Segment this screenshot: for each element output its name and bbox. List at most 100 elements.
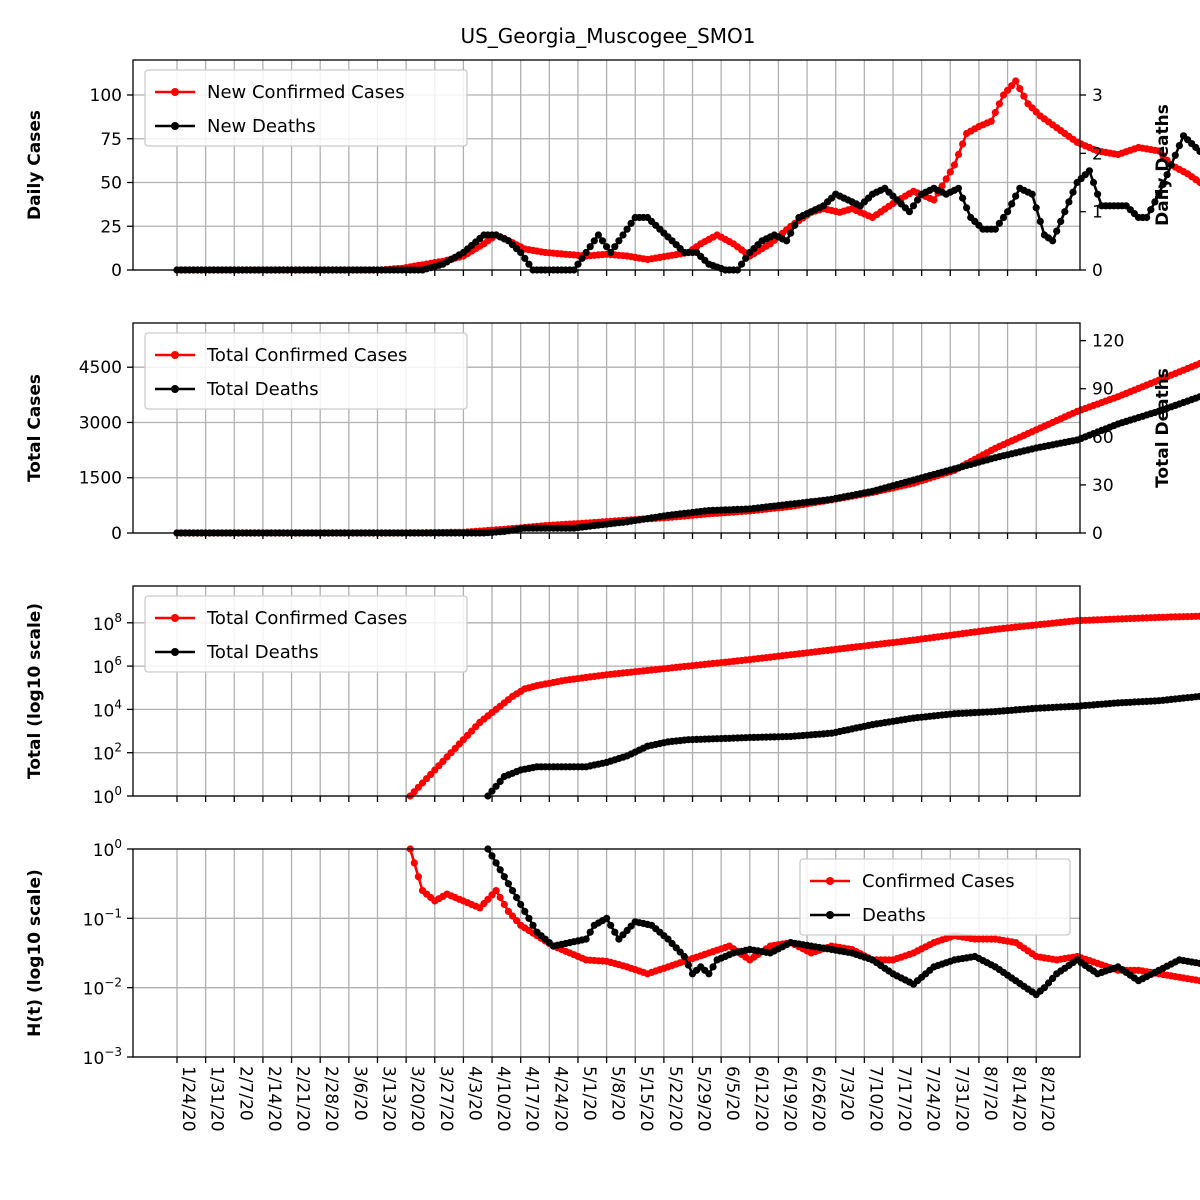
daily-series-deaths-point: [611, 243, 619, 251]
xtick-label: 7/31/20: [951, 1066, 971, 1132]
log-legend-frame: [144, 595, 468, 673]
daily-series-deaths-point: [607, 248, 615, 257]
hazard-series-deaths-point: [582, 935, 590, 943]
log-series-deaths-line: [486, 695, 1200, 797]
daily-series-deaths-point: [995, 219, 1004, 227]
xtick-label: 8/21/20: [1037, 1066, 1057, 1132]
daily-series-cases-point: [950, 161, 959, 169]
daily-series-cases-point: [1155, 147, 1163, 155]
xtick-label: 7/3/20: [837, 1066, 857, 1121]
ytick-label: 100: [93, 784, 122, 808]
xtick-label: 4/10/20: [493, 1066, 513, 1132]
xtick-label: 4/17/20: [522, 1066, 542, 1132]
total-ylabel: Total Cases: [25, 374, 45, 482]
hazard-series-cases-point: [410, 859, 418, 867]
ytick-label: 3000: [79, 413, 122, 433]
daily-series-cases-point: [930, 196, 938, 204]
xtick-label: 3/6/20: [350, 1066, 370, 1121]
hazard-series-cases-point: [513, 917, 521, 925]
daily-legend-label: New Confirmed Cases: [207, 82, 405, 103]
daily-series-deaths-point: [1143, 213, 1151, 222]
daily-series-deaths-point: [1163, 171, 1171, 179]
hazard-series-deaths-point: [517, 900, 525, 909]
total-legend-label: Total Confirmed Cases: [206, 345, 407, 366]
daily-series-cases-point: [1008, 82, 1016, 90]
ytick-label: 1500: [79, 469, 122, 489]
xtick-label: 3/13/20: [378, 1066, 398, 1132]
hazard-series-deaths-point: [525, 914, 533, 922]
daily-series-deaths-point: [623, 225, 631, 233]
ytick-label: 10−2: [83, 976, 122, 1000]
hazard-series-deaths-point: [607, 921, 615, 929]
xtick-label: 7/17/20: [894, 1066, 914, 1132]
daily-series-deaths-point: [1094, 190, 1102, 198]
log-series-deaths-point: [488, 787, 496, 795]
daily-series-cases-point: [942, 175, 950, 183]
daily-series-deaths-point: [525, 260, 533, 268]
hazard-series-deaths-point: [508, 887, 517, 895]
total-legend-label: Total Deaths: [206, 379, 319, 400]
ytick-label: 106: [93, 654, 122, 678]
daily-series-deaths-point: [615, 237, 623, 245]
hazard-series-deaths-point: [709, 963, 717, 971]
ytick-label: 102: [93, 741, 122, 765]
xtick-label: 5/15/20: [636, 1066, 656, 1132]
ytick-right-label: 0: [1092, 524, 1103, 544]
total-ylabel-right: Total Deaths: [1153, 368, 1173, 488]
xtick-label: 4/3/20: [464, 1066, 484, 1121]
hazard-series-deaths-point: [521, 907, 529, 916]
log-legend-marker: [171, 614, 179, 622]
daily-series-deaths-point: [578, 254, 586, 262]
xtick-label: 8/14/20: [1009, 1066, 1029, 1132]
daily-series-cases-point: [1196, 178, 1200, 187]
total-legend-marker: [171, 351, 179, 359]
hazard-series-cases-point: [504, 907, 512, 916]
daily-series-deaths-point: [954, 184, 963, 192]
ytick-label: 10−1: [83, 906, 122, 930]
daily-series-deaths-point: [627, 219, 635, 227]
daily-series-deaths-point: [1155, 190, 1163, 198]
daily-series-deaths: [173, 132, 1200, 274]
hazard-series-cases-point: [1196, 977, 1200, 985]
panel-daily-cases: 0 25 50 75 100 0 1 2 3 Daily Cases Daily Deaths New…: [25, 59, 1200, 281]
total-legend: Total Confirmed Cases Total Deaths: [144, 332, 468, 410]
daily-series-deaths-point: [1053, 227, 1061, 235]
daily-series-deaths-point: [1069, 188, 1077, 196]
hazard-series-deaths-point: [492, 859, 500, 867]
log-legend: Total Confirmed Cases Total Deaths: [144, 595, 468, 673]
ytick-right-label: 90: [1092, 380, 1114, 400]
xtick-label: 2/14/20: [264, 1066, 284, 1132]
hazard-series-cases-point: [492, 887, 500, 895]
daily-series-deaths-point: [742, 254, 750, 262]
daily-series-deaths-point: [913, 196, 922, 204]
log-series-deaths-point: [492, 782, 500, 790]
xtick-label: 2/7/20: [235, 1066, 255, 1121]
ytick-right-label: 60: [1092, 428, 1114, 448]
daily-series-deaths-point: [1167, 161, 1175, 169]
daily-series-cases-point: [946, 168, 954, 176]
total-legend-frame: [144, 332, 468, 410]
ytick-label: 100: [90, 86, 122, 106]
daily-series-cases-point: [991, 108, 999, 117]
daily-series-deaths-point: [1032, 204, 1040, 212]
total-legend-marker: [171, 385, 179, 393]
daily-series-deaths-point: [1085, 167, 1093, 175]
daily-series-cases-point: [1020, 92, 1028, 100]
xtick-label: 2/21/20: [293, 1066, 313, 1132]
hazard-series-deaths-point: [680, 952, 688, 961]
xtick-label: 6/5/20: [722, 1066, 742, 1121]
daily-series-deaths-point: [999, 213, 1008, 222]
hazard-series-deaths-point: [603, 914, 611, 922]
daily-series-cases-point: [995, 100, 1004, 108]
daily-legend-marker: [171, 122, 179, 130]
daily-series-cases-point: [1004, 86, 1012, 94]
daily-series-deaths-point: [991, 225, 999, 233]
daily-ylabel: Daily Cases: [25, 110, 45, 220]
daily-series-deaths-point: [1061, 208, 1069, 216]
daily-series-deaths-point: [1012, 192, 1020, 200]
xtick-label: 2/28/20: [321, 1066, 341, 1132]
daily-series-cases-point: [987, 117, 995, 125]
daily-series-deaths-point: [590, 237, 598, 245]
ytick-label: 75: [100, 130, 122, 150]
xtick-label: 3/27/20: [436, 1066, 456, 1132]
